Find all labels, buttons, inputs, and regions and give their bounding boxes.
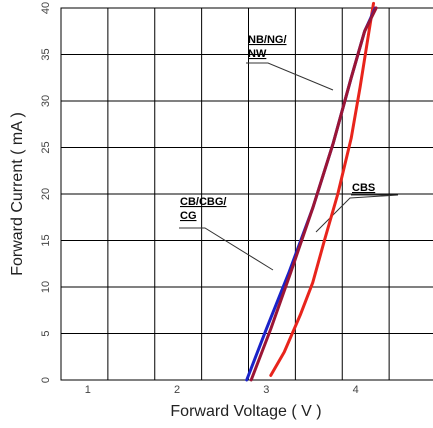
series-label-0-line-0: CB/CBG/ (180, 196, 226, 208)
series-group (245, 1, 378, 382)
y-tick-label: 10 (40, 281, 52, 293)
y-axis-title: Forward Current ( mA ) (9, 112, 26, 276)
series-line-1 (249, 6, 378, 382)
y-tick-label: 5 (40, 330, 52, 336)
y-tick-label: 15 (40, 234, 52, 246)
grid (60, 7, 433, 381)
leader-line-1 (246, 62, 334, 91)
leader-line-0 (179, 227, 274, 271)
series-label-2-line-0: CBS (352, 182, 375, 194)
series-label-1-line-0: NB/NG/ (248, 34, 287, 46)
y-tick-label: 25 (40, 141, 52, 153)
x-tick-label: 2 (174, 384, 180, 396)
series-labels: CB/CBG/CG NB/NG/NW CBS (180, 34, 375, 222)
y-tick-label: 35 (40, 48, 52, 60)
plot-frame (60, 7, 433, 381)
y-tick-label: 20 (40, 188, 52, 200)
y-tick-label: 30 (40, 95, 52, 107)
x-tick-label: 1 (85, 384, 91, 396)
annotation-leaders (179, 62, 399, 271)
x-tick-labels: 1 2 3 4 (85, 384, 359, 396)
series-line-2 (269, 1, 375, 377)
series-label-0-line-1: CG (180, 210, 197, 222)
y-tick-label: 40 (40, 2, 52, 14)
x-tick-label: 4 (353, 384, 359, 396)
y-tick-labels: 0 5 10 15 20 25 30 35 40 (40, 2, 52, 383)
series-label-1-line-1: NW (248, 48, 267, 60)
y-tick-label: 0 (40, 377, 52, 383)
x-tick-label: 3 (263, 384, 269, 396)
x-axis-title: Forward Voltage ( V ) (170, 403, 321, 420)
